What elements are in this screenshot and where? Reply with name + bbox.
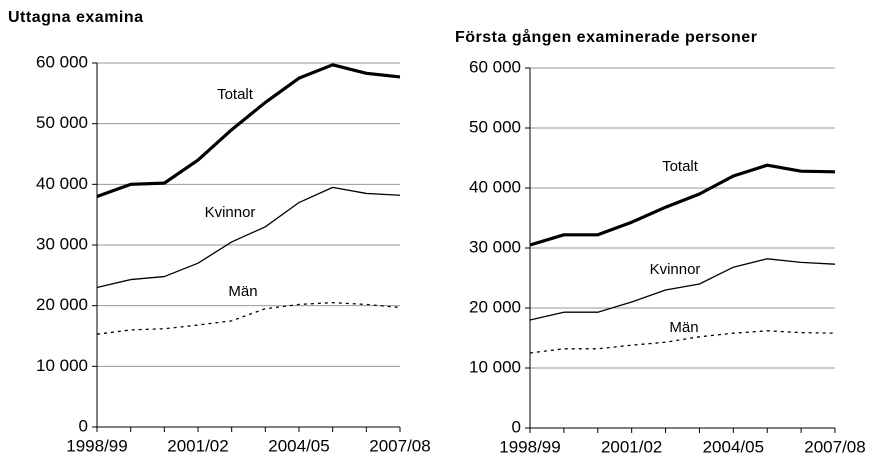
line-series (529, 163, 836, 247)
chart-title: Uttagna examina (8, 9, 144, 26)
y-tick-label: 30 000 (36, 234, 88, 253)
line-series (529, 258, 836, 321)
x-tick-label: 2004/05 (268, 436, 329, 455)
series-label: Totalt (217, 86, 254, 103)
series-label: Totalt (662, 158, 699, 175)
x-tick-label: 1998/99 (66, 436, 127, 455)
x-tick-label: 2007/08 (369, 436, 430, 455)
x-tick-label: 2007/08 (804, 437, 865, 456)
y-tick-label: 20 000 (36, 295, 88, 314)
line-series (96, 186, 401, 289)
y-tick-label: 40 000 (36, 174, 88, 193)
line-series (96, 63, 401, 198)
series-label: Män (228, 283, 257, 300)
y-tick-label: 60 000 (36, 52, 88, 71)
line-series (96, 301, 401, 335)
y-tick-label: 10 000 (469, 357, 521, 376)
series-label: Kvinnor (650, 261, 701, 278)
x-tick-label: 1998/99 (499, 437, 560, 456)
series-label: Män (669, 319, 698, 336)
y-tick-label: 50 000 (469, 117, 521, 136)
x-tick-label: 2001/02 (601, 437, 662, 456)
y-tick-label: 50 000 (36, 113, 88, 132)
x-tick-label: 2001/02 (167, 436, 228, 455)
x-tick-label: 2004/05 (703, 437, 764, 456)
chart-title: Första gången examinerade personer (455, 28, 757, 46)
y-tick-label: 0 (79, 416, 88, 435)
line-series (529, 330, 836, 354)
y-tick-label: 0 (512, 417, 521, 436)
series-label: Kvinnor (205, 204, 256, 221)
y-tick-label: 30 000 (469, 237, 521, 256)
y-tick-label: 40 000 (469, 177, 521, 196)
y-tick-label: 20 000 (469, 297, 521, 316)
y-tick-label: 60 000 (469, 57, 521, 76)
y-tick-label: 10 000 (36, 356, 88, 375)
